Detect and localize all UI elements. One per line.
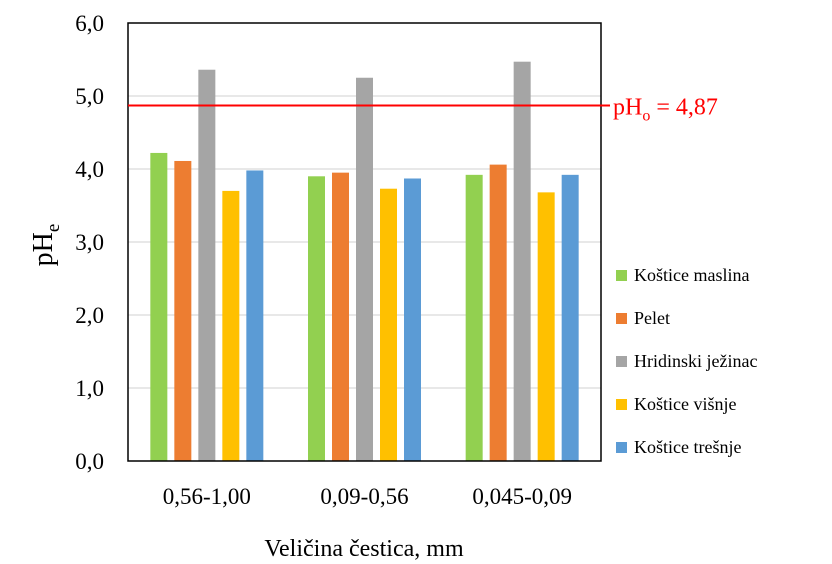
bar [308, 176, 325, 462]
bar [356, 77, 373, 461]
bars [150, 61, 579, 462]
bar [513, 61, 531, 461]
bar [537, 192, 555, 462]
legend-swatch [616, 399, 627, 410]
bar [150, 152, 168, 461]
legend-label: Koštice trešnje [634, 437, 741, 457]
bar [198, 69, 216, 461]
legend-swatch [616, 313, 627, 324]
x-tick-labels: 0,56-1,00 0,09-0,56 0,045-0,09 [163, 484, 572, 509]
bar [332, 172, 349, 461]
y-tick-label: 1,0 [75, 376, 104, 401]
bar [246, 170, 264, 461]
bar [222, 190, 240, 461]
bar [561, 174, 579, 461]
legend-swatch [616, 442, 627, 453]
plot-area-frame [127, 22, 602, 462]
legend-swatch [616, 356, 627, 367]
y-tick-label: 5,0 [75, 84, 104, 109]
y-tick-labels: 0,0 1,0 2,0 3,0 4,0 5,0 6,0 [75, 11, 104, 474]
bar [174, 160, 192, 461]
legend-swatch [616, 270, 627, 281]
reference-line-label: pHo = 4,87 [613, 94, 718, 124]
legend-label: Koštice višnje [634, 394, 736, 414]
y-tick-label: 3,0 [75, 230, 104, 255]
y-axis-title: pHe [28, 224, 64, 267]
y-tick-label: 0,0 [75, 449, 104, 474]
y-tick-label: 6,0 [75, 11, 104, 36]
legend-label: Koštice maslina [634, 265, 749, 285]
legend-label: Hridinski ježinac [634, 351, 757, 371]
x-tick-label: 0,09-0,56 [320, 484, 408, 509]
y-tick-label: 2,0 [75, 303, 104, 328]
x-tick-label: 0,045-0,09 [472, 484, 572, 509]
x-tick-label: 0,56-1,00 [163, 484, 251, 509]
bar [404, 178, 421, 462]
legend-label: Pelet [634, 308, 670, 328]
bar [489, 164, 507, 461]
x-axis-title: Veličina čestica, mm [264, 536, 464, 562]
bar [380, 188, 397, 461]
bar [465, 174, 483, 461]
legend: Koštice maslina Pelet Hridinski ježinac Koš… [616, 265, 757, 457]
y-tick-label: 4,0 [75, 157, 104, 182]
